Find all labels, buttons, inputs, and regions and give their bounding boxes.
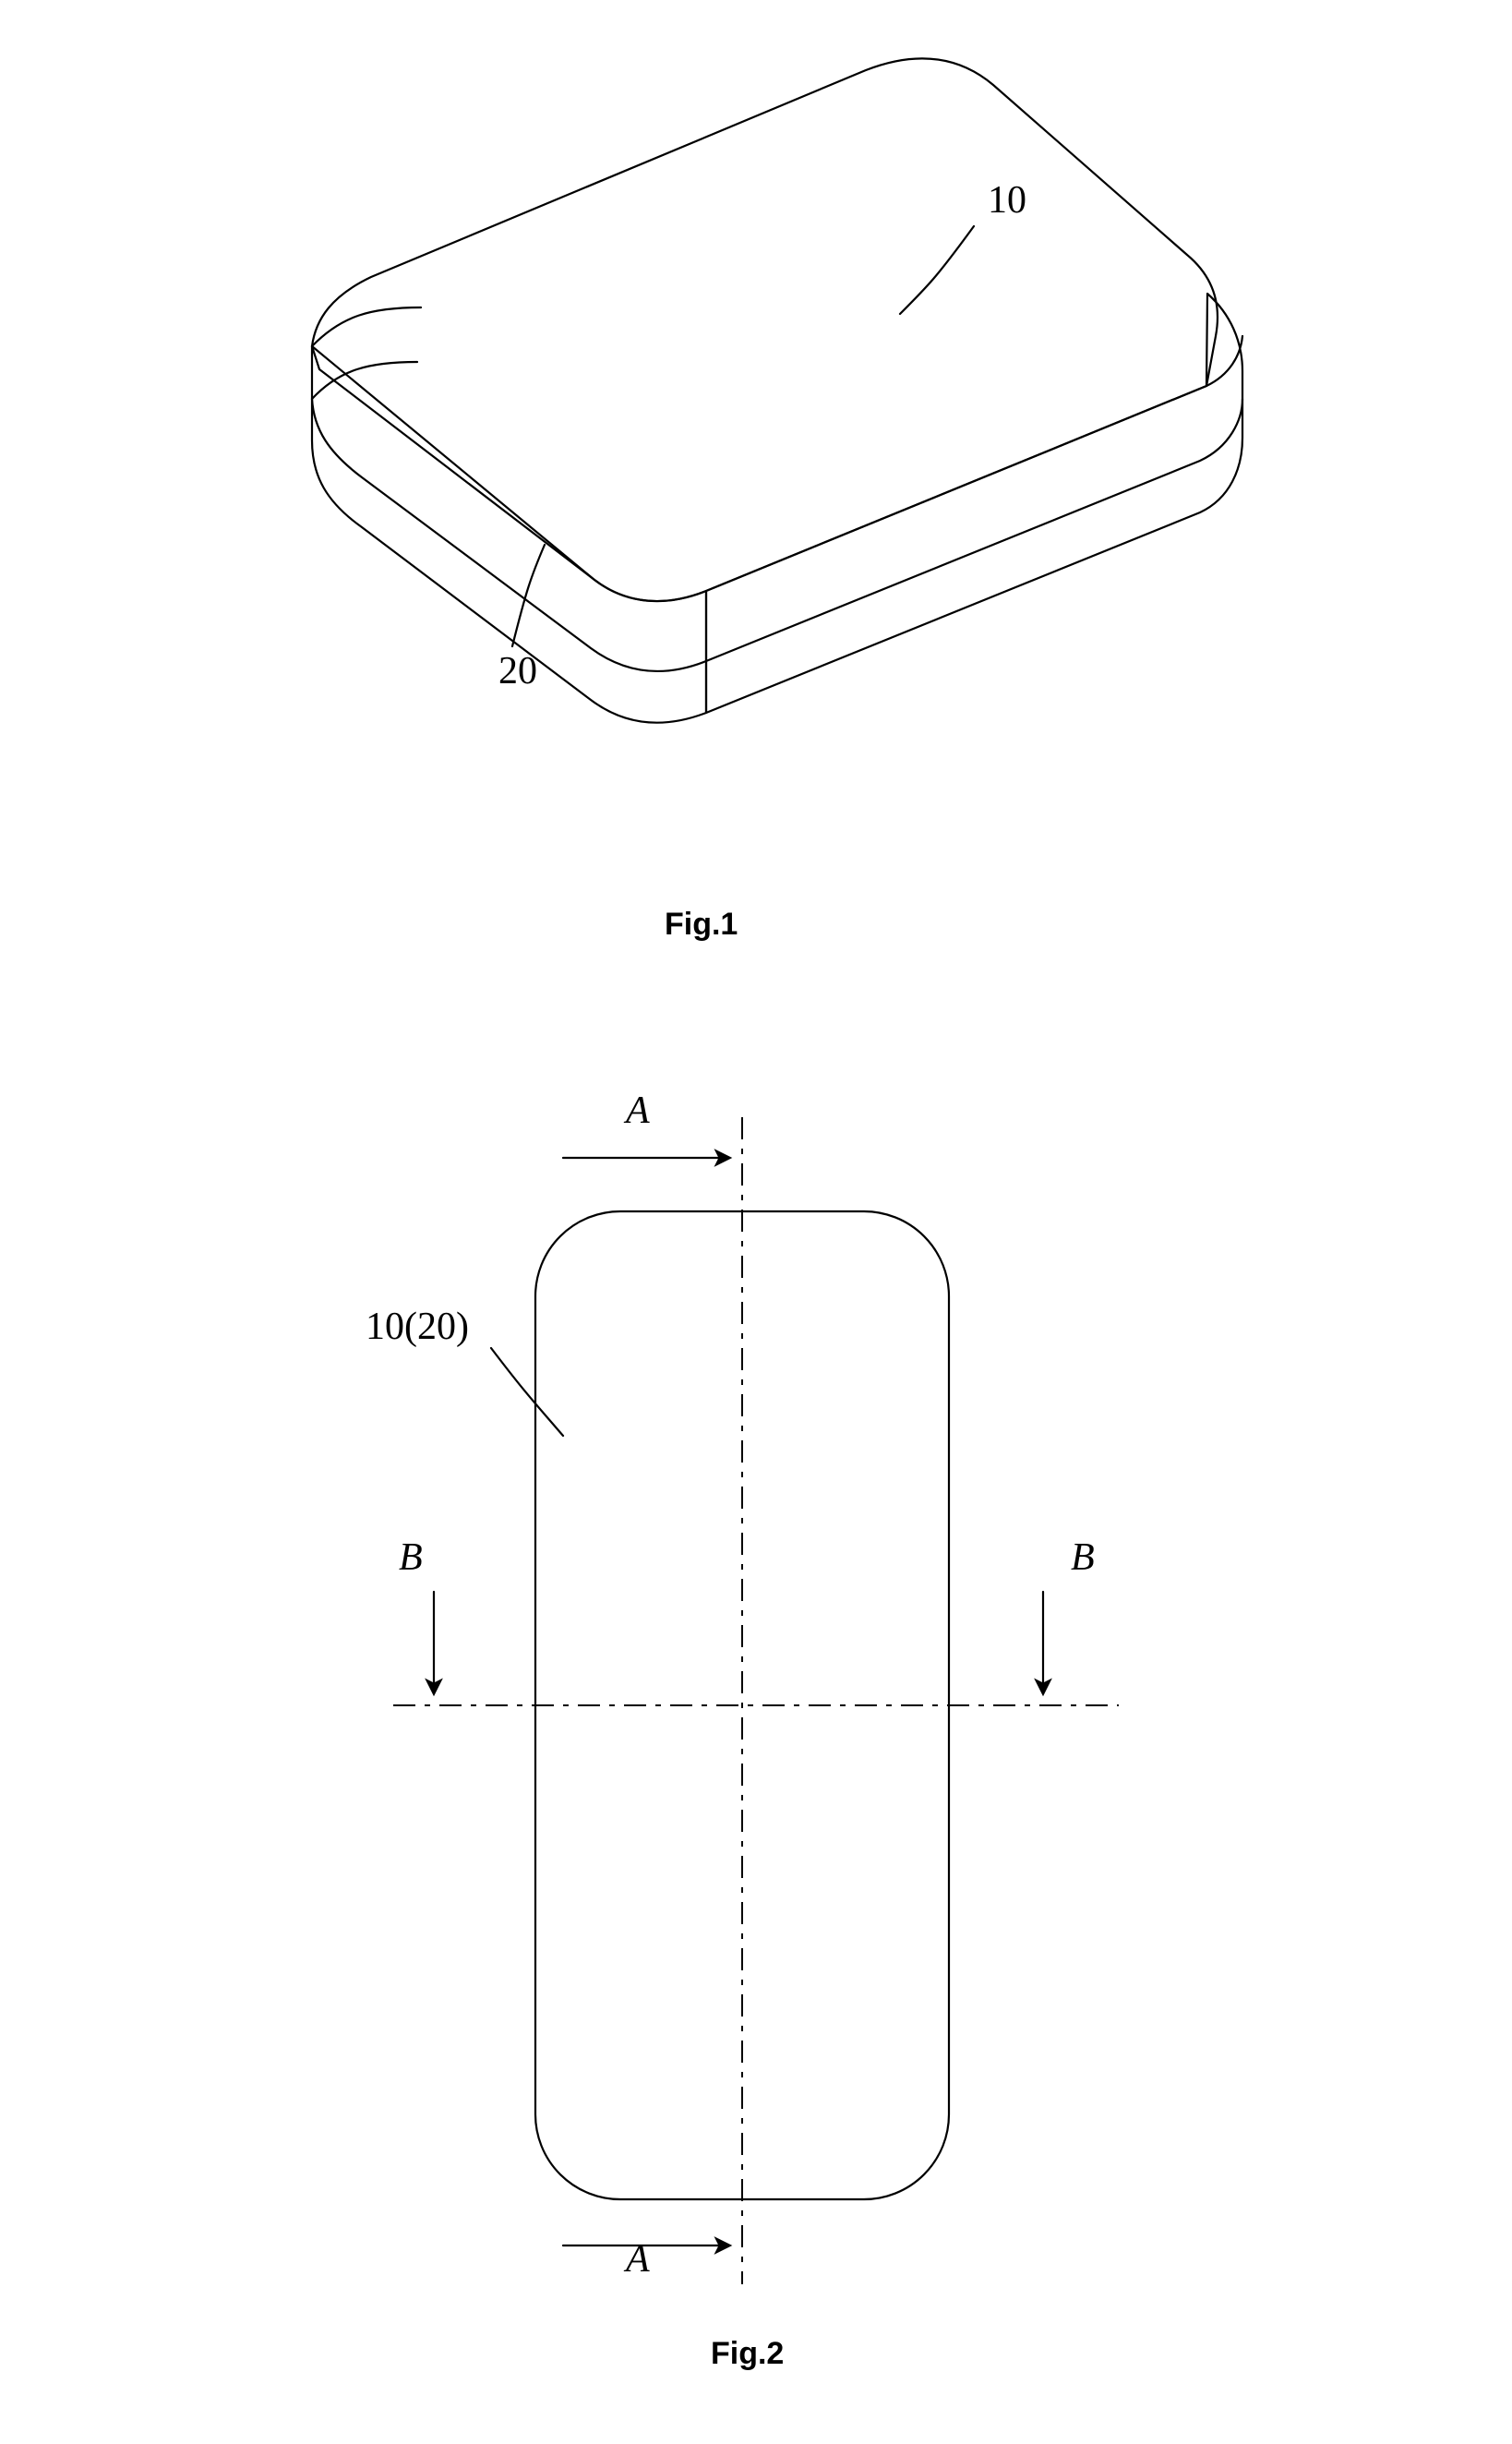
fig1: 10 20 bbox=[312, 58, 1242, 722]
fig1-seam-right bbox=[706, 399, 1242, 661]
fig2-sectA-bot-label: A bbox=[623, 2238, 650, 2281]
fig1-leader-20 bbox=[512, 545, 545, 646]
fig1-front-right bbox=[706, 294, 1242, 713]
fig1-top-face bbox=[312, 58, 1218, 601]
fig1-caption: Fig.1 bbox=[665, 907, 738, 943]
fig1-top-back-seam bbox=[312, 307, 421, 346]
fig2-sectB-left-label: B bbox=[399, 1536, 423, 1579]
page: 10 20 A A B B 10(20) Fig.1 F bbox=[0, 0, 1512, 2439]
fig1-label-10: 10 bbox=[988, 179, 1026, 222]
fig1-label-20: 20 bbox=[498, 650, 537, 692]
drawing-canvas: 10 20 A A B B 10(20) bbox=[0, 0, 1512, 2439]
fig2: A A B B 10(20) bbox=[366, 1090, 1119, 2284]
fig2-sectA-top-label: A bbox=[623, 1090, 650, 1132]
fig1-seam-left-back bbox=[312, 362, 417, 399]
fig2-sectB-right-label: B bbox=[1071, 1536, 1095, 1579]
fig2-ref-label: 10(20) bbox=[366, 1306, 469, 1348]
fig2-ref-leader bbox=[491, 1348, 563, 1436]
fig1-leader-10 bbox=[900, 226, 974, 314]
fig2-caption: Fig.2 bbox=[711, 2336, 784, 2372]
